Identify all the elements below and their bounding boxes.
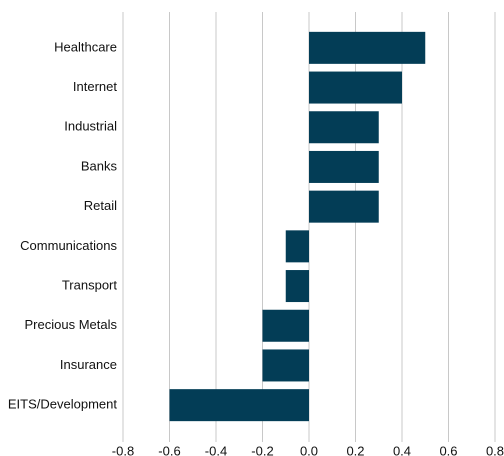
bar bbox=[309, 190, 379, 223]
x-tick-label: -0.6 bbox=[158, 443, 180, 456]
y-tick-label: EITS/Development bbox=[8, 397, 117, 412]
y-tick-label: Communications bbox=[20, 238, 117, 253]
bar bbox=[262, 349, 309, 382]
bar bbox=[285, 230, 309, 263]
y-tick-label: Banks bbox=[81, 158, 118, 173]
x-tick-label: 0.2 bbox=[346, 443, 364, 456]
y-tick-label: Industrial bbox=[64, 119, 117, 134]
x-tick-label: 0.6 bbox=[439, 443, 457, 456]
y-tick-label: Healthcare bbox=[54, 39, 117, 54]
bar bbox=[309, 71, 402, 104]
y-tick-label: Internet bbox=[73, 79, 117, 94]
bar bbox=[169, 389, 309, 422]
x-tick-label: 0.4 bbox=[393, 443, 411, 456]
bar bbox=[262, 309, 309, 342]
x-tick-label: 0.8 bbox=[486, 443, 504, 456]
bar bbox=[309, 150, 379, 183]
y-tick-label: Insurance bbox=[60, 357, 117, 372]
bar bbox=[309, 31, 426, 64]
x-tick-label: -0.2 bbox=[251, 443, 273, 456]
x-tick-label: -0.8 bbox=[112, 443, 134, 456]
y-tick-label: Precious Metals bbox=[25, 317, 118, 332]
y-tick-label: Transport bbox=[62, 277, 118, 292]
x-tick-label: -0.4 bbox=[205, 443, 227, 456]
x-tick-label: 0.0 bbox=[300, 443, 318, 456]
bar bbox=[285, 270, 309, 303]
bar bbox=[309, 111, 379, 144]
y-tick-label: Retail bbox=[84, 198, 117, 213]
